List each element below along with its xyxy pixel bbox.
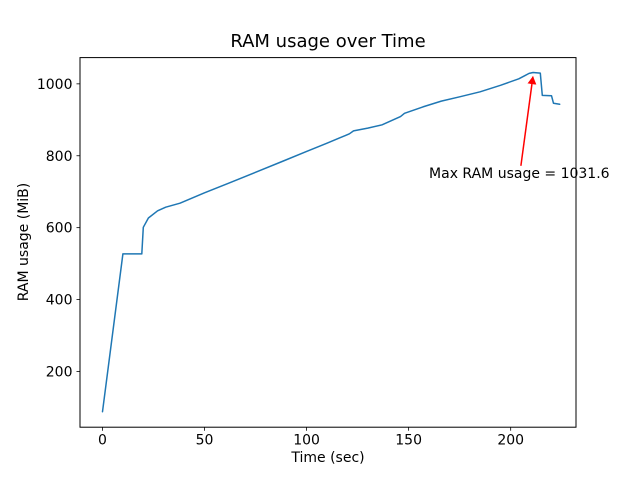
y-tick-label: 200: [46, 364, 73, 380]
x-tick-label: 50: [196, 433, 214, 449]
y-tick-label: 600: [46, 221, 73, 237]
plot-frame: [79, 57, 577, 428]
axes-frame-and-ticks: 0 50 100 150 200 200 400 600 800 1000: [37, 57, 577, 449]
ram-usage-line: [101, 71, 561, 413]
x-axis-label: Time (sec): [291, 450, 365, 466]
annotation-arrow: [520, 76, 537, 166]
chart-title: RAM usage over Time: [230, 31, 426, 52]
x-tick-label: 100: [293, 433, 320, 449]
max-ram-annotation: Max RAM usage = 1031.6: [429, 76, 610, 182]
y-tick-label: 800: [46, 149, 73, 165]
ram-usage-series: [101, 71, 561, 413]
annotation-text: Max RAM usage = 1031.6: [429, 166, 610, 182]
x-tick-label: 200: [497, 433, 524, 449]
x-tick-label: 150: [395, 433, 422, 449]
x-tick-label: 0: [98, 433, 107, 449]
y-tick-label: 400: [46, 293, 73, 309]
y-axis-label: RAM usage (MiB): [16, 182, 32, 302]
y-tick-label: 1000: [37, 77, 73, 93]
